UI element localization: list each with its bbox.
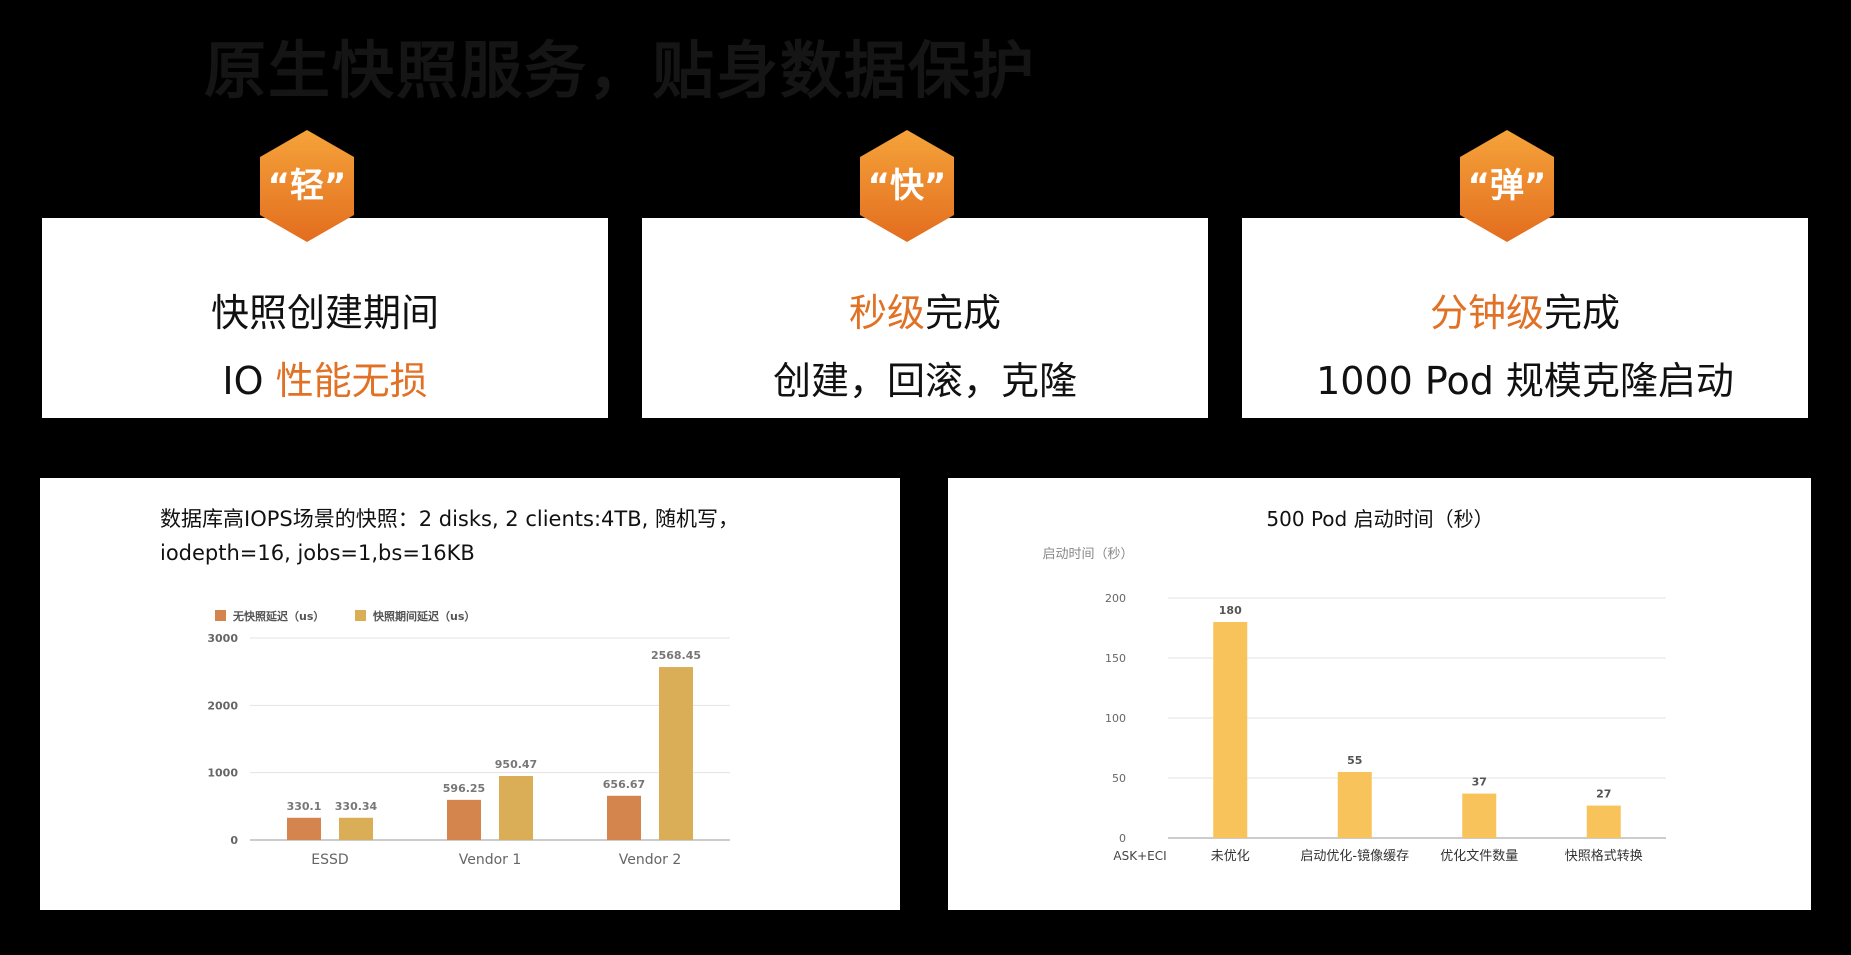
- bar: [1462, 793, 1497, 838]
- bar-value-label: 180: [1219, 604, 1242, 617]
- feature-card-light: 快照创建期间 IO 性能无损: [42, 218, 608, 418]
- card-line2: 1000 Pod 规模克隆启动: [1316, 359, 1734, 403]
- page-title: 原生快照服务，贴身数据保护: [203, 34, 1036, 107]
- y-tick-label: 0: [1119, 832, 1126, 845]
- pod-startup-bar-chart: 500 Pod 启动时间（秒） 启动时间（秒） 0 50 100 150 200 ASK+EC…: [1042, 507, 1666, 864]
- y-tick-label: 200: [1105, 592, 1126, 605]
- y-tick-label: 2000: [207, 699, 238, 712]
- x-axis-label: ASK+ECI: [1113, 849, 1166, 863]
- chart-title: 500 Pod 启动时间（秒）: [1266, 507, 1493, 531]
- y-tick-label: 50: [1112, 772, 1126, 785]
- bar-value-label: 950.47: [495, 758, 537, 771]
- bar: [1213, 622, 1248, 838]
- x-tick-label: ESSD: [311, 852, 348, 868]
- y-tick-label: 1000: [207, 767, 238, 780]
- bar-value-label: 55: [1347, 754, 1362, 767]
- x-tick-label: 优化文件数量: [1440, 849, 1518, 864]
- latency-chart-panel: 数据库高IOPS场景的快照：2 disks, 2 clients:4TB, 随机…: [40, 478, 900, 910]
- bar: [659, 667, 693, 840]
- bar-value-label: 330.1: [287, 800, 322, 813]
- card-line1: 快照创建期间: [210, 291, 439, 335]
- bar-value-label: 330.34: [335, 800, 378, 813]
- x-tick-label: 未优化: [1211, 849, 1250, 864]
- feature-card-elastic: 分钟级完成 1000 Pod 规模克隆启动: [1242, 218, 1808, 418]
- legend-swatch: [355, 610, 366, 621]
- card-line1: 分钟级完成: [1429, 291, 1621, 335]
- legend-label: 快照期间延迟（us）: [372, 609, 475, 623]
- bar: [1337, 772, 1372, 838]
- feature-card-fast: 秒级完成 创建，回滚，克隆: [642, 218, 1208, 418]
- x-tick-label: Vendor 2: [619, 852, 682, 868]
- bar: [499, 776, 533, 840]
- bar: [607, 795, 641, 840]
- bar-value-label: 656.67: [603, 778, 645, 791]
- bar: [1586, 805, 1621, 838]
- badge-label: “轻”: [267, 166, 347, 206]
- card-line1: 秒级完成: [848, 291, 1002, 335]
- chart-subtitle: iodepth=16, jobs=1,bs=16KB: [160, 541, 475, 565]
- bar-value-label: 596.25: [443, 782, 485, 795]
- legend-label: 无快照延迟（us）: [232, 609, 324, 623]
- bar-value-label: 37: [1472, 776, 1487, 789]
- bar-value-label: 27: [1596, 788, 1611, 801]
- bar: [339, 817, 373, 840]
- hexagon-badge-icon: “弹”: [1457, 128, 1557, 244]
- card-line2: IO 性能无损: [222, 359, 428, 403]
- chart-title: 数据库高IOPS场景的快照：2 disks, 2 clients:4TB, 随机…: [160, 507, 739, 531]
- card-line2: 创建，回滚，克隆: [772, 359, 1077, 403]
- y-tick-label: 100: [1105, 712, 1126, 725]
- x-tick-label: Vendor 1: [459, 852, 522, 868]
- legend-swatch: [215, 610, 226, 621]
- badge-label: “弹”: [1467, 166, 1547, 206]
- x-tick-label: 启动优化-镜像缓存: [1300, 849, 1409, 864]
- latency-bar-chart: 数据库高IOPS场景的快照：2 disks, 2 clients:4TB, 随机…: [160, 507, 739, 868]
- badge-label: “快”: [867, 166, 947, 206]
- bar: [447, 799, 481, 840]
- y-tick-label: 3000: [207, 632, 238, 645]
- y-tick-label: 150: [1105, 652, 1126, 665]
- y-tick-label: 0: [230, 834, 238, 847]
- y-axis-label: 启动时间（秒）: [1042, 547, 1133, 562]
- hexagon-badge-icon: “轻”: [257, 128, 357, 244]
- hexagon-badge-icon: “快”: [857, 128, 957, 244]
- bar: [287, 817, 321, 840]
- x-tick-label: 快照格式转换: [1565, 848, 1643, 864]
- pod-startup-chart-panel: 500 Pod 启动时间（秒） 启动时间（秒） 0 50 100 150 200 ASK+EC…: [948, 478, 1811, 910]
- bar-value-label: 2568.45: [651, 649, 701, 662]
